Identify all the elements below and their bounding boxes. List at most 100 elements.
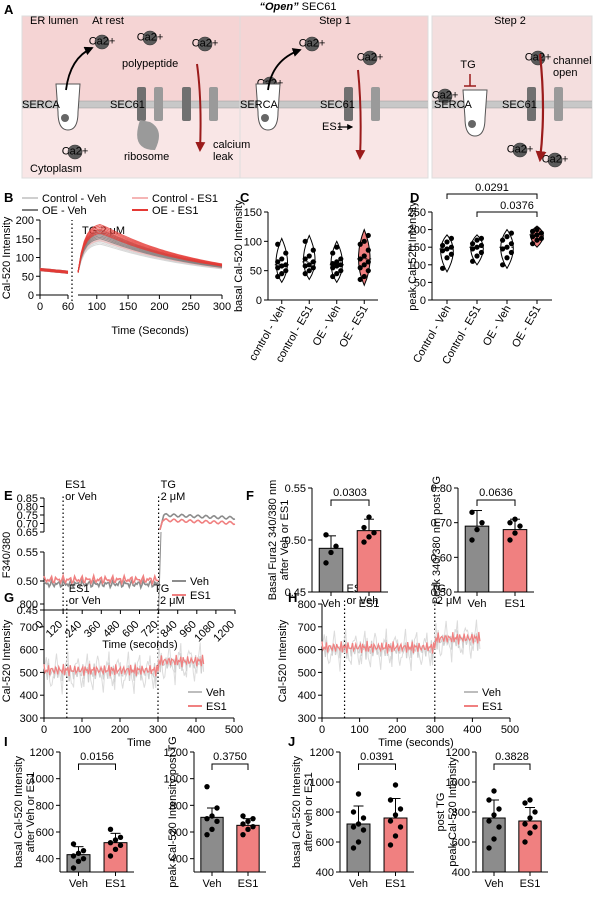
- x-tick-label: 120: [44, 619, 65, 640]
- violin-point: [334, 263, 340, 269]
- data-point: [486, 845, 492, 851]
- bar: [464, 525, 490, 593]
- schematic-frame: [431, 15, 593, 179]
- violin-point: [338, 256, 344, 262]
- data-point: [387, 818, 394, 824]
- bar: [383, 817, 408, 873]
- data-point: [360, 815, 367, 821]
- data-point: [397, 806, 404, 812]
- x-tick-label: 60: [62, 301, 74, 313]
- violin-point: [499, 237, 506, 243]
- x-tick-label: ES1: [520, 878, 541, 890]
- violin-point: [330, 261, 336, 267]
- data-point: [240, 831, 246, 838]
- x-tick-label: 400: [187, 724, 205, 736]
- data-point: [387, 797, 394, 803]
- x-tick-label: OE - Veh: [481, 304, 514, 349]
- bar: [356, 530, 382, 593]
- calcium-ion-label: Ca2+: [192, 38, 219, 50]
- bar: [200, 816, 224, 873]
- annotation: or Veh: [347, 595, 379, 607]
- data-point: [214, 818, 220, 825]
- y-tick-label: 0: [420, 295, 426, 307]
- calcium-ion: Ca2+: [432, 88, 458, 104]
- data-point: [512, 516, 518, 522]
- data-point: [387, 842, 394, 848]
- x-tick-label: 0: [319, 724, 325, 736]
- violin-point: [474, 244, 480, 250]
- tg-label: TG: [460, 59, 475, 71]
- x-tick-label: OE - ES1: [510, 304, 544, 350]
- calcium-ion-label: Ca2+: [62, 146, 89, 158]
- y-tick-label: 300: [298, 713, 316, 725]
- data-point: [245, 818, 251, 825]
- data-point: [80, 855, 87, 862]
- x-tick-label: Veh: [349, 878, 368, 890]
- es1-label: ES1: [322, 121, 343, 133]
- y-tick-label: 0.80: [431, 483, 452, 495]
- panel-G: 300 400 500 600 700 800 0 100 200 300 400 500 Cal-52…: [1, 583, 243, 749]
- y-tick-label: 600: [452, 837, 470, 849]
- annotation: ES1: [69, 583, 90, 595]
- violin-point: [508, 230, 515, 236]
- violin-point: [444, 255, 450, 261]
- calcium-ion-circle: [304, 36, 320, 52]
- y-tick-label: 800: [36, 800, 54, 812]
- x-axis-label: Time (seconds): [378, 737, 453, 749]
- violin-point: [469, 241, 476, 247]
- violin-point: [338, 262, 344, 268]
- panel-I: 400 600 800 1000 1200 basal Cal-520 Intensity…: [13, 736, 266, 890]
- data-point: [527, 797, 533, 803]
- violin-point: [538, 230, 545, 236]
- data-point: [491, 788, 497, 794]
- data-point: [496, 824, 502, 830]
- legend-entry: OE - ES1: [152, 205, 198, 217]
- serca-label: SERCA: [434, 99, 473, 111]
- channel-subunit: [182, 87, 191, 121]
- data-point: [350, 809, 357, 815]
- sec61-channel-icon: [182, 87, 218, 121]
- violin-point: [365, 232, 371, 239]
- x-tick-label: 0: [41, 724, 47, 736]
- significance-bracket: [211, 763, 249, 770]
- violin-point: [508, 241, 515, 247]
- calcium-ion-label: Ca2+: [542, 154, 569, 166]
- data-point: [527, 815, 533, 821]
- p-value-label: 0.0291: [475, 182, 509, 194]
- data-point: [204, 815, 210, 822]
- calcium-ion: Ca2+: [137, 30, 163, 46]
- legend-entry: Veh: [206, 687, 225, 699]
- violin-point: [306, 262, 312, 268]
- violin-point: [504, 244, 510, 250]
- data-point: [323, 532, 329, 538]
- violin-point: [534, 227, 540, 233]
- violin-point: [478, 242, 485, 249]
- data-point: [350, 845, 357, 851]
- y-tick-label: 0.75: [17, 510, 38, 522]
- data-point: [469, 537, 475, 543]
- sec61-channel-icon: [344, 87, 380, 121]
- data-point: [491, 812, 497, 818]
- annotation: TG: [154, 583, 169, 595]
- y-axis-label: Peak 340/380 nm post TG: [431, 476, 443, 604]
- y-tick-label: 600: [20, 645, 38, 657]
- data-point: [361, 524, 367, 531]
- channel-open-label: channel: [553, 55, 592, 67]
- legend-entry: Control - ES1: [152, 193, 218, 205]
- y-axis-label: basal Cal-520 Intensity: [291, 756, 303, 868]
- data-point: [532, 809, 538, 815]
- y-tick-label: 300: [20, 713, 38, 725]
- p-value-label: 0.3828: [495, 751, 529, 763]
- data-point: [107, 826, 114, 833]
- calcium-ion-circle: [362, 50, 378, 66]
- panel-letter-B: B: [4, 190, 13, 205]
- data-point: [522, 821, 528, 827]
- violin-point: [499, 246, 506, 252]
- violin-point: [357, 256, 363, 262]
- violin-point: [504, 234, 510, 240]
- calcium-ion-label: Ca2+: [89, 36, 116, 48]
- violin-point: [538, 235, 545, 241]
- trace-line: [43, 572, 159, 587]
- violin-point: [275, 241, 281, 247]
